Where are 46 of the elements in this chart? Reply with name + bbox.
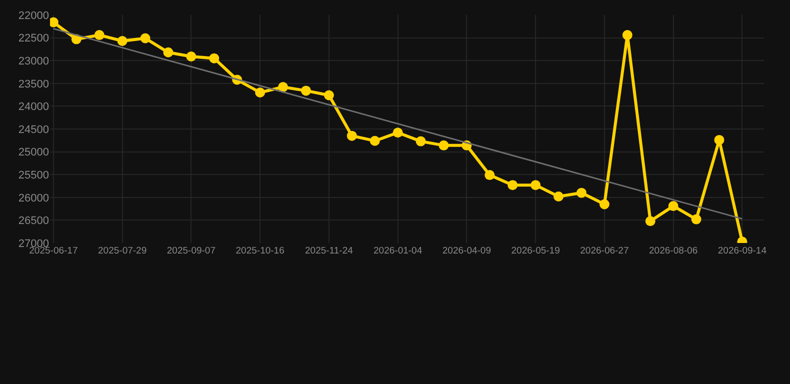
x-tick-label: 2026-04-09 [442,246,491,256]
point [278,82,288,92]
point [622,30,632,40]
point [300,86,311,96]
point [209,53,220,64]
point [691,214,702,224]
y-tick-label: 22000 [18,10,49,22]
y-tick-label: 26000 [18,192,49,204]
x-tick-label: 2026-05-19 [511,246,560,256]
y-tick-label: 26500 [18,215,49,228]
point [530,180,541,190]
y-tick-label: 24000 [18,101,49,114]
x-tick-label: 2026-01-04 [374,246,422,256]
y-tick-label: 23000 [18,55,49,68]
point [370,136,380,146]
point [117,36,128,46]
x-tick-label: 2025-07-29 [98,246,147,256]
x-tick-label: 2026-06-27 [580,246,629,256]
point [438,140,449,150]
y-tick-label: 22500 [18,32,49,45]
point [484,170,495,180]
y-tick-label: 23500 [18,78,49,90]
point [645,216,656,226]
point [324,90,334,100]
point [508,180,518,190]
x-tick-label: 2025-09-07 [166,246,216,256]
point [576,188,586,198]
point [255,88,266,98]
point [140,33,150,44]
point [714,134,724,145]
x-tick-label: 2026-08-06 [649,246,698,256]
point [599,199,610,210]
point [163,47,174,58]
x-tick-label: 2026-09-14 [718,246,766,256]
x-tick-label: 2025-10-16 [236,246,284,256]
y-tick-label: 25500 [18,169,49,182]
point [392,128,403,138]
y-tick-label: 24500 [18,124,49,136]
y-tick-label: 25000 [18,146,49,159]
point [94,30,104,40]
point [554,191,564,202]
point [416,136,426,146]
point [668,201,678,212]
x-tick-label: 2025-11-24 [304,246,353,256]
point [346,130,357,141]
point [186,52,196,62]
